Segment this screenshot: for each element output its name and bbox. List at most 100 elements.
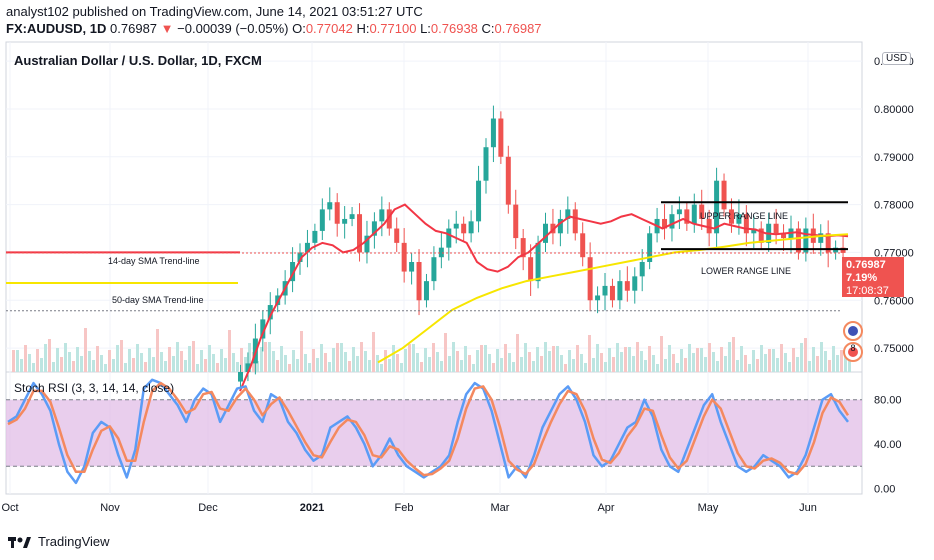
volume-bar	[216, 363, 219, 372]
volume-bar	[28, 354, 31, 372]
time-tick-label: May	[698, 502, 719, 514]
low-value: 0.76938	[430, 21, 478, 36]
open-value: 0.77042	[305, 21, 353, 36]
volume-bar	[336, 343, 339, 372]
volume-bar	[552, 346, 555, 372]
volume-bar	[548, 351, 551, 372]
time-tick-label: Jun	[799, 502, 817, 514]
candle-body	[364, 235, 370, 253]
volume-bar	[388, 359, 391, 372]
volume-bar	[276, 360, 279, 372]
candle-body	[297, 252, 303, 262]
candle-body	[587, 257, 593, 301]
volume-bar	[248, 343, 251, 372]
volume-bar	[272, 351, 275, 372]
sma50-annotation: 50-day SMA Trend-line	[112, 295, 204, 305]
volume-bar	[32, 363, 35, 372]
volume-bar	[144, 362, 147, 372]
volume-bar	[720, 347, 723, 372]
price-tick-label: 0.78000	[874, 200, 914, 212]
candle-body	[342, 218, 348, 224]
currency-button[interactable]: USD	[882, 52, 912, 65]
volume-bar	[448, 356, 451, 372]
volume-bar	[484, 345, 487, 372]
volume-bar	[676, 363, 679, 372]
candle-body	[453, 223, 459, 229]
volume-bar	[716, 361, 719, 372]
candle-body	[327, 202, 333, 210]
volume-bar	[560, 355, 563, 372]
volume-bar	[572, 359, 575, 372]
volume-bar	[172, 356, 175, 372]
candle-body	[639, 262, 645, 277]
volume-bar	[268, 342, 271, 372]
volume-bar	[624, 347, 627, 372]
volume-bar	[668, 345, 671, 372]
volume-bar	[508, 353, 511, 372]
volume-bar	[816, 356, 819, 372]
volume-bar	[456, 351, 459, 372]
candle-body	[319, 209, 325, 231]
volume-bar	[424, 348, 427, 372]
volume-bar	[156, 329, 159, 372]
volume-bar	[844, 350, 847, 372]
volume-bar	[468, 355, 471, 372]
candle-body	[312, 230, 318, 243]
volume-bar	[524, 343, 527, 372]
upper-range-label: UPPER RANGE LINE	[700, 211, 788, 221]
volume-bar	[568, 350, 571, 372]
volume-bar	[112, 359, 115, 372]
volume-bar	[56, 348, 59, 372]
low-label: L:	[420, 21, 431, 36]
price-tag-pct: 7.19%	[846, 272, 877, 284]
volume-bar	[308, 363, 311, 372]
volume-bar	[492, 363, 495, 372]
rsi-title: Stoch RSI (3, 3, 14, 14, close)	[14, 381, 174, 395]
candle-body	[781, 233, 787, 239]
candle-body	[743, 214, 749, 234]
volume-bar	[436, 352, 439, 372]
candle-body	[691, 204, 697, 224]
rsi-band	[6, 399, 862, 467]
candle-body	[386, 209, 392, 229]
volume-bar	[88, 351, 91, 372]
close-label: C:	[481, 21, 495, 36]
candle-body	[379, 209, 385, 222]
volume-bar	[752, 350, 755, 372]
volume-bar	[264, 342, 267, 372]
last-price: 0.76987	[110, 21, 158, 36]
volume-bar	[640, 351, 643, 372]
volume-bar	[812, 347, 815, 372]
volume-bar	[208, 345, 211, 372]
volume-bar	[96, 346, 99, 372]
volume-bar	[316, 358, 319, 372]
ohlc-line: FX:AUDUSD, 1D 0.76987 ▼ −0.00039 (−0.05%…	[6, 21, 542, 37]
candle-body	[416, 262, 422, 301]
candle-body	[662, 218, 668, 229]
volume-bar	[132, 358, 135, 372]
volume-bar	[512, 362, 515, 372]
price-tag	[842, 257, 904, 297]
volume-bar	[644, 360, 647, 372]
candle-body	[684, 209, 690, 224]
volume-bar	[364, 351, 367, 372]
volume-bar	[100, 355, 103, 372]
volume-bar	[804, 338, 807, 372]
candle-body	[498, 118, 504, 157]
price-tag-value: 0.76987	[846, 259, 886, 271]
volume-bar	[848, 359, 851, 372]
volume-bar	[40, 358, 43, 372]
volume-bar	[836, 355, 839, 372]
candle-body	[714, 180, 720, 234]
volume-bar	[684, 358, 687, 372]
rsi-tick-label: 80.00	[874, 395, 902, 407]
candle-body	[609, 285, 615, 301]
lower-range-label: LOWER RANGE LINE	[701, 266, 791, 276]
tradingview-logo-icon	[8, 536, 31, 548]
candle-body	[572, 209, 578, 234]
candle-body	[617, 281, 623, 301]
candle-body	[721, 180, 727, 210]
volume-bar	[312, 349, 315, 372]
price-pane[interactable]	[5, 41, 863, 373]
